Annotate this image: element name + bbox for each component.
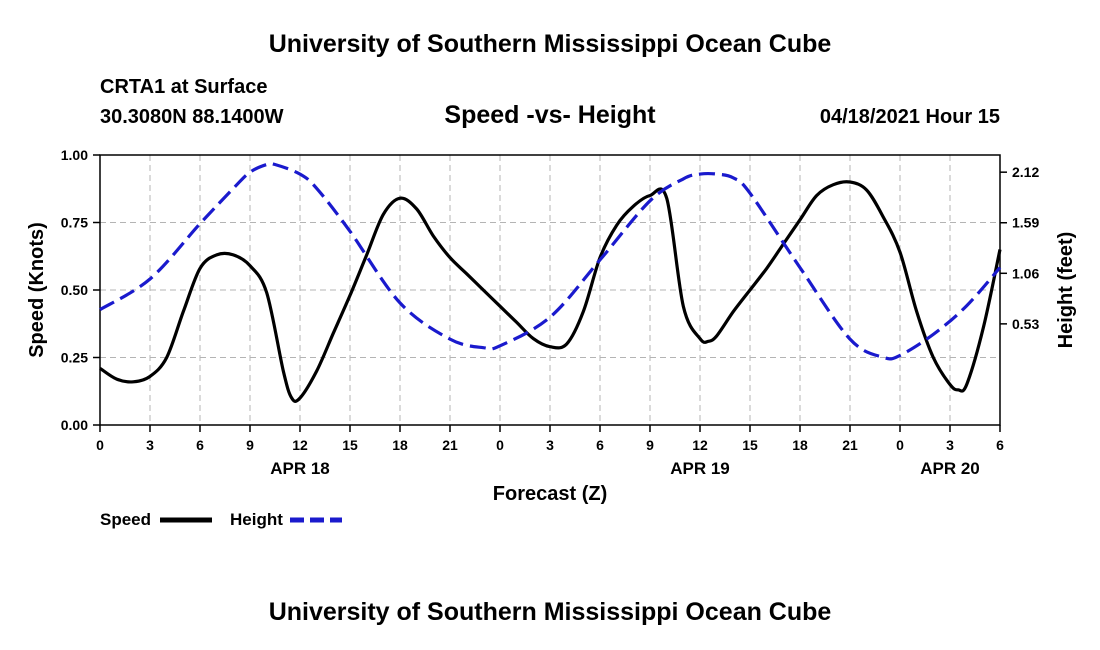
x-tick-label: 6 (196, 437, 204, 453)
x-tick-label: 15 (742, 437, 758, 453)
x-tick-label: 6 (596, 437, 604, 453)
org-title-bottom: University of Southern Mississippi Ocean… (268, 598, 832, 626)
x-tick-label: 18 (792, 437, 808, 453)
x-tick-label: 0 (96, 437, 104, 453)
y-axis-label: Speed (Knots) (26, 222, 48, 358)
y-tick-label: 0.00 (61, 417, 88, 433)
legend: Speed Height (100, 510, 342, 529)
y2-tick-label: 1.59 (1012, 215, 1039, 231)
x-tick-label: 21 (442, 437, 458, 453)
org-title-top: University of Southern Mississippi Ocean… (268, 30, 832, 58)
x-tick-label: 12 (692, 437, 708, 453)
y-tick-label: 0.50 (61, 282, 88, 298)
series-speed-line (99, 180, 1002, 403)
coordinates-label: 30.3080N 88.1400W (100, 106, 284, 128)
x-tick-label: 9 (246, 437, 254, 453)
x-tick-label: 3 (146, 437, 154, 453)
date-label: APR 20 (920, 459, 980, 478)
date-label: APR 18 (270, 459, 330, 478)
chart-title: Speed -vs- Height (444, 101, 656, 129)
station-label: CRTA1 at Surface (100, 76, 268, 98)
x-tick-label: 3 (546, 437, 554, 453)
x-tick-label: 0 (496, 437, 504, 453)
x-tick-label: 0 (896, 437, 904, 453)
axis-layer: 0 3 6 9 12 15 18 21 0 3 6 9 12 15 18 21 0 3 6 0.00 0.25 0.50 0… (61, 147, 1040, 478)
grid-layer (100, 155, 1000, 425)
x-axis-label: Forecast (Z) (493, 483, 607, 505)
y2-tick-label: 2.12 (1012, 164, 1039, 180)
series-layer (99, 161, 1002, 403)
legend-height-label: Height (230, 510, 283, 529)
date-label: APR 19 (670, 459, 730, 478)
x-tick-label: 12 (292, 437, 308, 453)
y-tick-label: 1.00 (61, 147, 88, 163)
x-tick-label: 6 (996, 437, 1004, 453)
y2-axis-label: Height (feet) (1055, 232, 1077, 349)
x-tick-label: 3 (946, 437, 954, 453)
y-tick-label: 0.75 (61, 215, 88, 231)
series-height-line (99, 161, 1002, 361)
y-tick-label: 0.25 (61, 350, 88, 366)
x-tick-label: 15 (342, 437, 358, 453)
y2-tick-label: 0.53 (1012, 316, 1039, 332)
forecast-datetime: 04/18/2021 Hour 15 (819, 106, 1000, 128)
x-tick-label: 9 (646, 437, 654, 453)
legend-speed-label: Speed (100, 510, 151, 529)
y2-tick-label: 1.06 (1012, 265, 1039, 281)
x-tick-label: 18 (392, 437, 408, 453)
x-tick-label: 21 (842, 437, 858, 453)
